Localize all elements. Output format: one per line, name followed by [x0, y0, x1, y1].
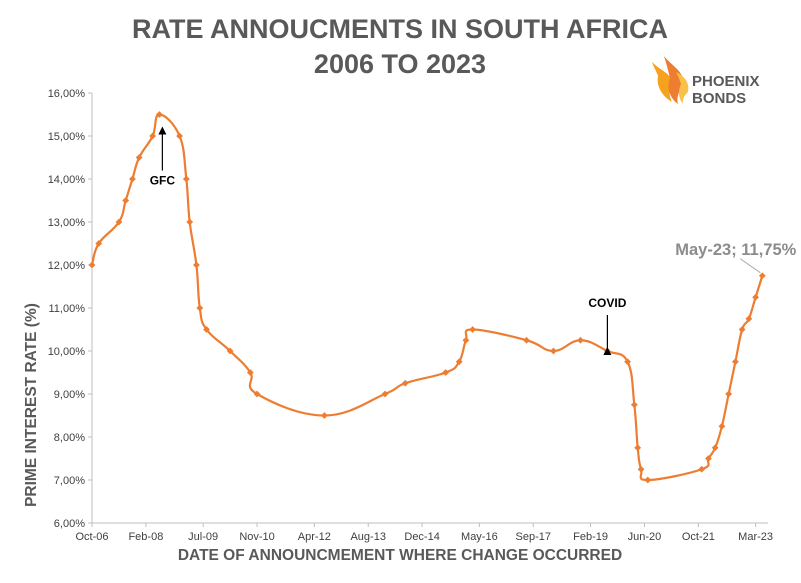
y-axis-title: PRIME INTEREST RATE (%) [23, 303, 40, 507]
x-tick-label: Dec-14 [404, 531, 439, 543]
data-point-marker [149, 132, 157, 140]
callout-leader-line [740, 258, 761, 274]
x-tick-label: Oct-21 [682, 531, 715, 543]
x-tick-label: Mar-23 [738, 531, 773, 543]
logo-line1: PHOENIX [692, 73, 760, 90]
data-point-marker [637, 465, 645, 473]
x-tick-label: Aug-13 [350, 531, 385, 543]
y-tick-label: 11,00% [49, 303, 86, 315]
data-point-marker [196, 304, 204, 312]
data-point-marker [381, 390, 389, 398]
data-point-marker [550, 347, 557, 355]
data-point-marker [738, 326, 746, 333]
data-point-marker [698, 465, 706, 473]
data-point-marker [758, 272, 766, 280]
data-point-marker [718, 422, 726, 430]
x-tick-label: May-16 [461, 531, 498, 543]
data-point-marker [731, 358, 739, 366]
series-markers [88, 111, 766, 484]
data-point-marker [401, 379, 409, 387]
data-point-marker [634, 444, 642, 452]
y-tick-label: 15,00% [48, 131, 86, 143]
x-axis-title: DATE OF ANNOUNCMEMENT WHERE CHANGE OCCUR… [178, 547, 622, 564]
y-tick-label: 13,00% [48, 217, 86, 229]
data-point-marker [129, 175, 136, 183]
data-point-marker [523, 336, 530, 344]
data-point-marker [462, 336, 470, 344]
y-tick-label: 10,00% [48, 346, 86, 358]
x-tick-label: Sep-17 [516, 531, 551, 543]
y-tick-label: 16,00% [48, 88, 86, 100]
phoenix-flame-icon [652, 56, 689, 104]
brand-logo: PHOENIX BONDS [652, 56, 760, 107]
data-point-marker [135, 154, 143, 161]
data-point-marker [186, 218, 194, 226]
chart-title-line2: 2006 TO 2023 [314, 49, 486, 79]
y-tick-label: 9,00% [54, 389, 85, 401]
annotation-label: COVID [588, 296, 626, 310]
data-point-marker [624, 358, 631, 366]
series-line-prime-rate [90, 113, 764, 482]
data-point-marker [442, 369, 450, 376]
data-point-marker [253, 390, 261, 398]
x-tick-label: Nov-10 [239, 531, 274, 543]
chart-title-line1: RATE ANNOUCMENTS IN SOUTH AFRICA [132, 14, 668, 44]
x-tick-label: Jul-09 [188, 531, 218, 543]
callout-label: May-23; 11,75% [675, 241, 796, 259]
y-tick-label: 14,00% [48, 174, 86, 186]
x-tick-label: Apr-12 [298, 531, 331, 543]
annotation-arrowhead [603, 347, 612, 355]
annotations: GFC COVID [150, 126, 627, 355]
data-point-marker [705, 455, 712, 462]
annotation-arrowhead [158, 126, 167, 135]
x-tick-label: Feb-19 [573, 531, 608, 543]
data-point-marker [321, 412, 328, 419]
x-axis-ticks: Oct-06 Feb-08 Jul-09 Nov-10 Apr-12 Aug-13 Dec-… [75, 523, 773, 543]
data-point-marker [226, 347, 234, 355]
data-point-marker [246, 369, 254, 376]
data-point-marker [155, 111, 163, 118]
x-tick-label: Feb-08 [128, 531, 163, 543]
y-axis-ticks: 6,00% 7,00% 8,00% 9,00% 10,00% 11,00% 12,00% 13… [48, 88, 92, 530]
data-point-marker [745, 315, 753, 323]
annotation-label: GFC [150, 174, 176, 188]
data-point-marker [88, 261, 96, 269]
y-tick-label: 6,00% [54, 518, 85, 530]
data-point-marker [455, 358, 463, 366]
x-tick-label: Jun-20 [628, 531, 662, 543]
data-point-marker [630, 401, 638, 409]
data-point-marker [193, 261, 200, 269]
data-point-marker [752, 293, 760, 301]
data-point-marker [644, 476, 652, 484]
data-point-marker [95, 240, 103, 247]
data-point-marker [577, 336, 584, 344]
y-tick-label: 12,00% [48, 260, 86, 272]
data-point-marker [469, 326, 477, 333]
data-point-marker [725, 390, 733, 398]
y-tick-label: 7,00% [54, 475, 85, 487]
data-point-marker [122, 197, 130, 204]
data-point-marker [176, 132, 183, 140]
data-point-marker [115, 218, 123, 226]
y-tick-label: 8,00% [54, 432, 85, 444]
logo-line2: BONDS [692, 90, 746, 107]
data-point-marker [711, 444, 719, 452]
data-point-marker [182, 175, 190, 183]
x-tick-label: Oct-06 [75, 531, 108, 543]
data-point-marker [203, 326, 210, 333]
